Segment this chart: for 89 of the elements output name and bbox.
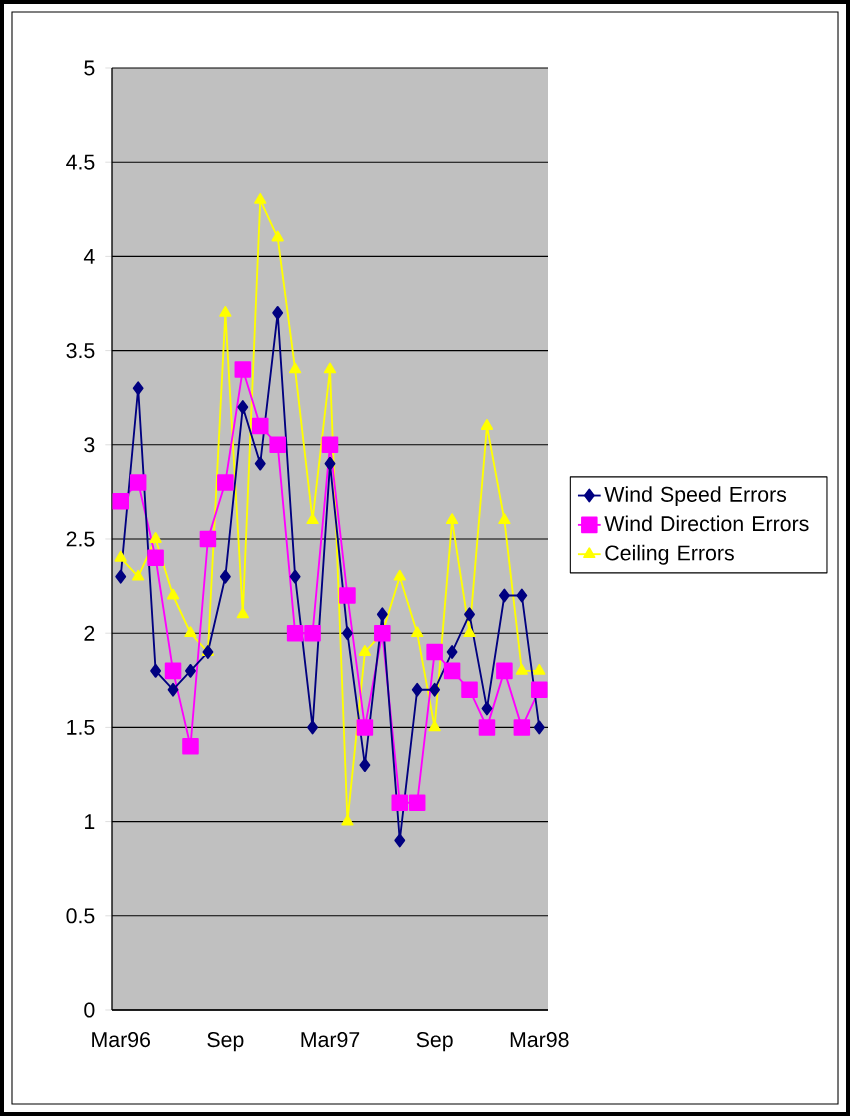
legend-label: Wind Direction Errors (604, 515, 809, 532)
point (356, 719, 374, 736)
y-tick-label: 5 (84, 60, 95, 76)
y-tick-label: 4.5 (66, 154, 95, 170)
point (251, 417, 269, 435)
point (358, 645, 372, 656)
point (236, 607, 249, 619)
point (112, 493, 129, 510)
point (269, 436, 286, 454)
point (182, 737, 199, 755)
point (166, 588, 180, 600)
point (461, 681, 478, 698)
point (323, 362, 337, 374)
point (164, 662, 182, 680)
point (114, 550, 127, 562)
y-tick-label: 1 (85, 814, 95, 829)
point (254, 456, 266, 471)
point (498, 588, 510, 603)
point (359, 758, 371, 773)
point (254, 192, 267, 204)
point (147, 549, 164, 567)
point (184, 626, 197, 638)
point (237, 400, 249, 415)
point (533, 663, 546, 675)
x-tick-label: Sep (416, 1032, 453, 1052)
y-tick-label: 3 (84, 437, 95, 453)
point (288, 362, 302, 374)
point (376, 607, 388, 622)
x-tick-label: Mar98 (510, 1032, 569, 1048)
point (272, 305, 284, 320)
point (480, 419, 494, 430)
point (341, 814, 354, 826)
point (393, 569, 406, 581)
point (463, 626, 476, 638)
point (374, 624, 391, 642)
y-tick-label: 0 (84, 1002, 95, 1018)
point (339, 587, 356, 604)
point (304, 624, 321, 642)
point (531, 681, 548, 698)
point (391, 794, 409, 812)
x-tick-label: Mar96 (92, 1032, 150, 1048)
point (429, 682, 441, 697)
y-tick-label: 4 (83, 249, 95, 264)
point (219, 305, 232, 317)
point (307, 720, 318, 735)
point (234, 361, 252, 378)
y-tick-label: 2.5 (66, 531, 95, 547)
point (516, 588, 528, 603)
point (498, 513, 511, 525)
point (496, 662, 513, 680)
point (411, 626, 424, 638)
point (481, 701, 493, 716)
point (443, 662, 461, 680)
point (324, 456, 336, 471)
point (446, 645, 458, 659)
point (286, 624, 304, 642)
point (129, 474, 147, 491)
point (219, 569, 231, 584)
point (426, 643, 443, 661)
point (289, 569, 301, 584)
point (411, 682, 423, 697)
y-tick-label: 3.5 (66, 343, 95, 359)
point (445, 513, 459, 525)
x-tick-label: Sep (207, 1032, 244, 1052)
y-tick-label: 0.5 (66, 908, 95, 924)
point (464, 607, 475, 622)
point (342, 626, 353, 641)
legend-label: Ceiling Errors (605, 544, 734, 565)
point (199, 530, 217, 548)
point (408, 794, 426, 812)
point (132, 569, 145, 581)
x-tick-label: Mar97 (301, 1032, 360, 1048)
point (533, 720, 545, 735)
point (132, 381, 144, 396)
point (515, 663, 528, 675)
point (185, 663, 196, 678)
point (394, 833, 406, 848)
y-tick-label: 1.5 (67, 719, 95, 735)
point (150, 663, 162, 678)
legend-label: Wind Speed Errors (604, 486, 787, 507)
point (513, 719, 531, 736)
y-tick-label: 2 (84, 625, 95, 641)
point (217, 474, 234, 491)
point (271, 230, 284, 242)
point (115, 569, 127, 584)
point (478, 719, 496, 736)
point (167, 682, 179, 697)
point (321, 436, 339, 454)
point (149, 532, 162, 543)
